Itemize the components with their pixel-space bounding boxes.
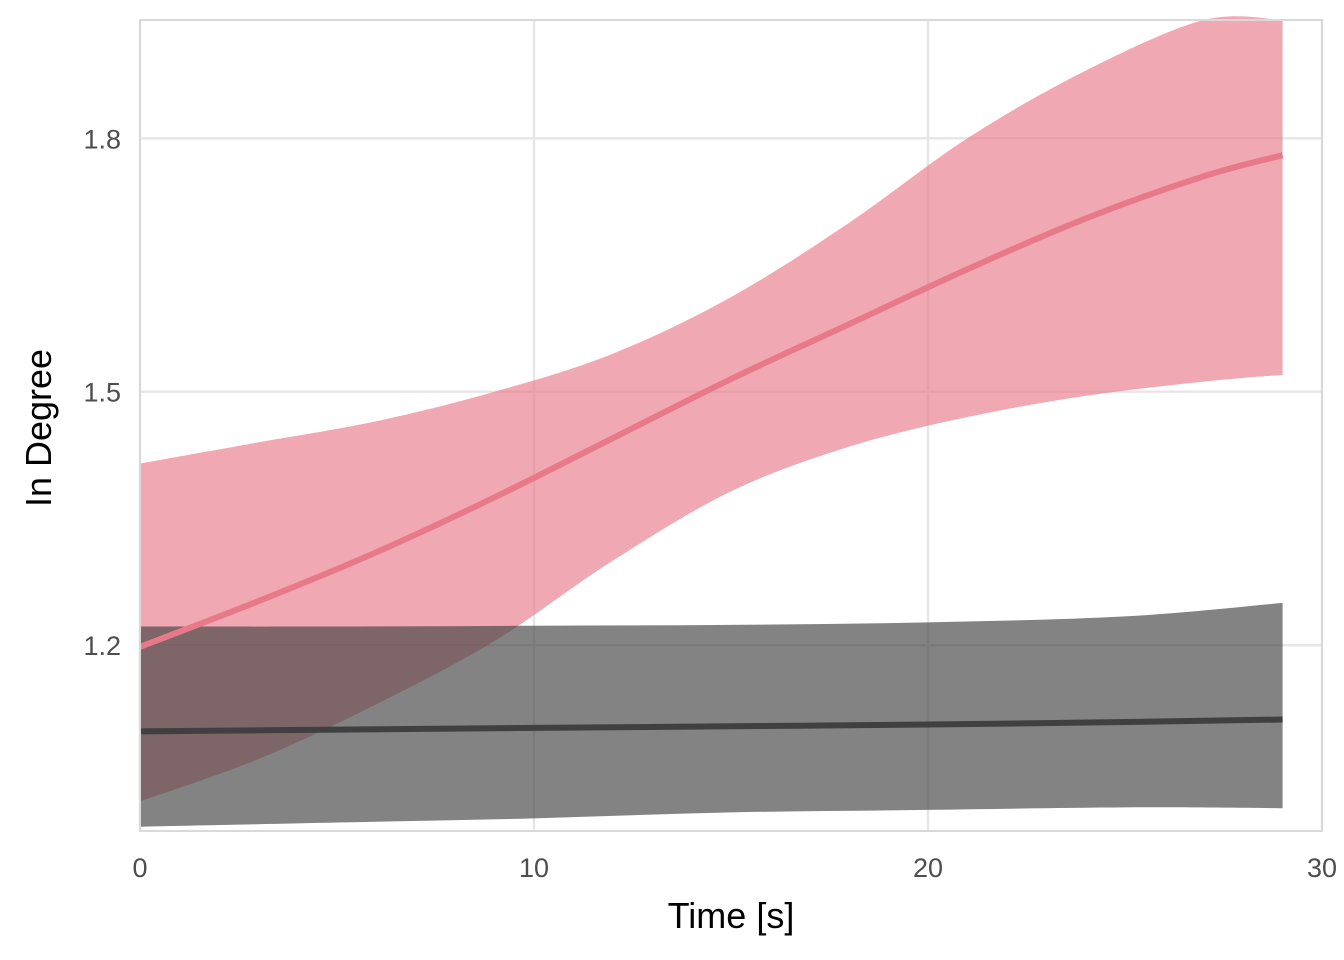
x-axis-title: Time [s] [668,895,795,936]
series-line-2 [139,716,1283,735]
x-tick-label: 20 [913,853,943,883]
series-line-1 [138,152,1284,650]
x-tick-label: 0 [132,853,147,883]
confidence-band-1 [140,16,1283,802]
x-tick-label: 10 [519,853,549,883]
confidence-band-2 [140,602,1283,827]
y-axis-ticks: 1.2 1.5 1.8 [83,124,121,661]
x-tick-label: 30 [1307,853,1337,883]
plot-border [139,19,1323,832]
y-tick-label: 1.2 [83,631,121,661]
confidence-bands [140,16,1283,827]
y-tick-label: 1.8 [83,124,121,154]
series-lines [138,152,1284,735]
y-tick-label: 1.5 [83,378,121,408]
x-axis-ticks: 0 10 20 30 [132,853,1337,883]
y-axis-title: In Degree [18,349,59,507]
